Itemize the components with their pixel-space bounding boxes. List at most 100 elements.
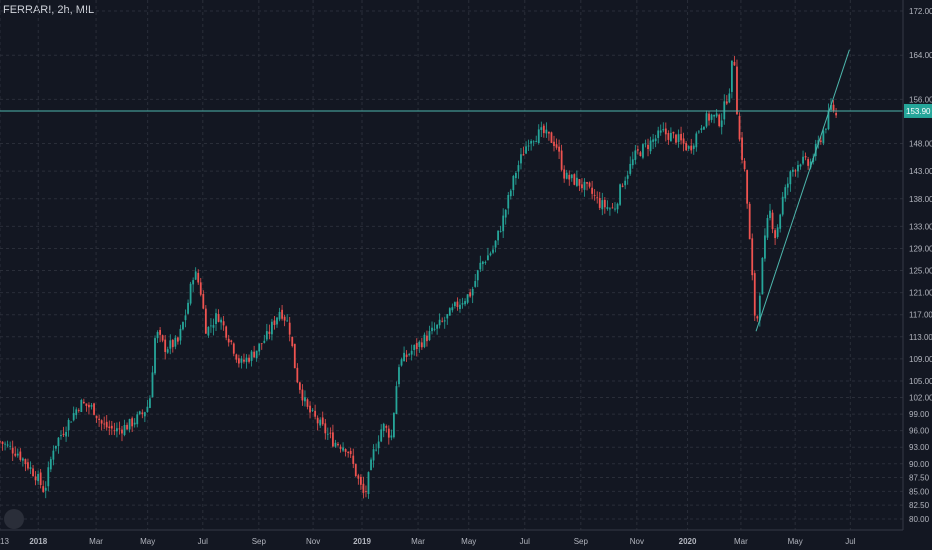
candle-body <box>525 146 527 154</box>
candle-body <box>443 320 446 322</box>
candle-body <box>93 403 95 415</box>
time-tick-label: Nov <box>630 537 644 546</box>
candle-body <box>489 253 492 256</box>
candle-body <box>382 423 385 431</box>
candle-body <box>70 421 73 423</box>
candle-body <box>128 418 131 430</box>
candle-body <box>540 127 543 130</box>
candle-body <box>588 182 591 187</box>
candle-body <box>278 311 281 320</box>
candle-body <box>311 409 314 411</box>
candle-body <box>370 459 372 470</box>
candle-body <box>95 415 98 419</box>
candle-body <box>410 350 413 355</box>
time-tick-label: Sep <box>574 537 589 546</box>
trendline <box>755 49 850 332</box>
candle-body <box>497 230 499 241</box>
candle-body <box>807 159 810 166</box>
candle-body <box>225 326 228 338</box>
candle-body <box>507 195 510 209</box>
price-tick-label: 102.00 <box>909 394 932 403</box>
candle-body <box>57 437 60 447</box>
candle-body <box>291 336 294 347</box>
candle-body <box>115 428 118 432</box>
candle-body <box>413 345 416 350</box>
candle-body <box>426 335 428 342</box>
candle-body <box>1 441 4 444</box>
candle-body <box>151 372 154 398</box>
candle-body <box>60 435 62 437</box>
candle-body <box>471 288 474 296</box>
candle-body <box>243 359 245 362</box>
candle-body <box>563 169 566 179</box>
candle-body <box>143 412 146 417</box>
candle-body <box>616 203 619 210</box>
candle-body <box>596 197 599 199</box>
candle-body <box>220 319 222 323</box>
candle-body <box>647 144 649 150</box>
candle-body <box>527 145 530 147</box>
chart-title: FERRARI, 2h, MIL <box>3 4 95 16</box>
candle-body <box>390 435 393 438</box>
candle-body <box>642 144 644 158</box>
current-price-badge <box>904 103 932 118</box>
candle-body <box>347 451 350 453</box>
candle-body <box>453 302 456 307</box>
candle-body <box>786 183 789 188</box>
candle-body <box>626 175 629 179</box>
candle-body <box>631 159 634 166</box>
candle-body <box>146 406 149 412</box>
candle-body <box>230 340 233 342</box>
candle-body <box>37 473 40 482</box>
candle-body <box>494 240 497 248</box>
candle-body <box>512 175 515 191</box>
candle-body <box>215 313 217 324</box>
candle-body <box>204 308 207 334</box>
candle-body <box>316 417 319 424</box>
candle-body <box>258 343 261 352</box>
candle-body <box>611 207 614 209</box>
candle-body <box>11 447 14 454</box>
candle-body <box>583 181 586 190</box>
price-tick-label: 99.00 <box>909 410 930 419</box>
candle-body <box>799 164 802 167</box>
time-tick-label: Mar <box>411 537 425 546</box>
candle-body <box>354 464 357 477</box>
candle-body <box>809 161 812 168</box>
candle-body <box>403 352 405 362</box>
candle-body <box>276 317 278 325</box>
candle-body <box>375 449 378 451</box>
candle-body <box>372 449 375 461</box>
candle-body <box>781 196 784 215</box>
candle-body <box>652 139 655 142</box>
candle-body <box>182 322 184 330</box>
candle-body <box>766 218 769 238</box>
candle-body <box>123 425 126 435</box>
candle-body <box>621 185 624 187</box>
candle-body <box>212 325 215 328</box>
candle-body <box>819 140 822 142</box>
candle-body <box>141 412 144 415</box>
tradingview-logo-icon[interactable] <box>4 509 24 529</box>
candle-body <box>738 116 741 140</box>
candle-body <box>662 129 665 131</box>
candle-body <box>271 321 273 335</box>
candle-body <box>326 433 329 435</box>
candle-body <box>314 410 317 417</box>
candle-body <box>161 335 164 341</box>
candle-body <box>558 146 560 152</box>
candle-body <box>47 467 50 487</box>
candle-body <box>400 359 403 366</box>
candle-body <box>433 328 436 330</box>
candle-body <box>65 431 67 437</box>
candle-body <box>395 386 398 415</box>
candle-body <box>286 320 289 322</box>
candle-body <box>791 169 794 172</box>
candle-body <box>85 403 88 406</box>
candle-body <box>542 125 545 134</box>
drawing-overlays <box>0 49 903 332</box>
current-price-label: 153.90 <box>906 107 931 116</box>
candle-body <box>250 351 253 361</box>
candle-body <box>423 334 426 347</box>
